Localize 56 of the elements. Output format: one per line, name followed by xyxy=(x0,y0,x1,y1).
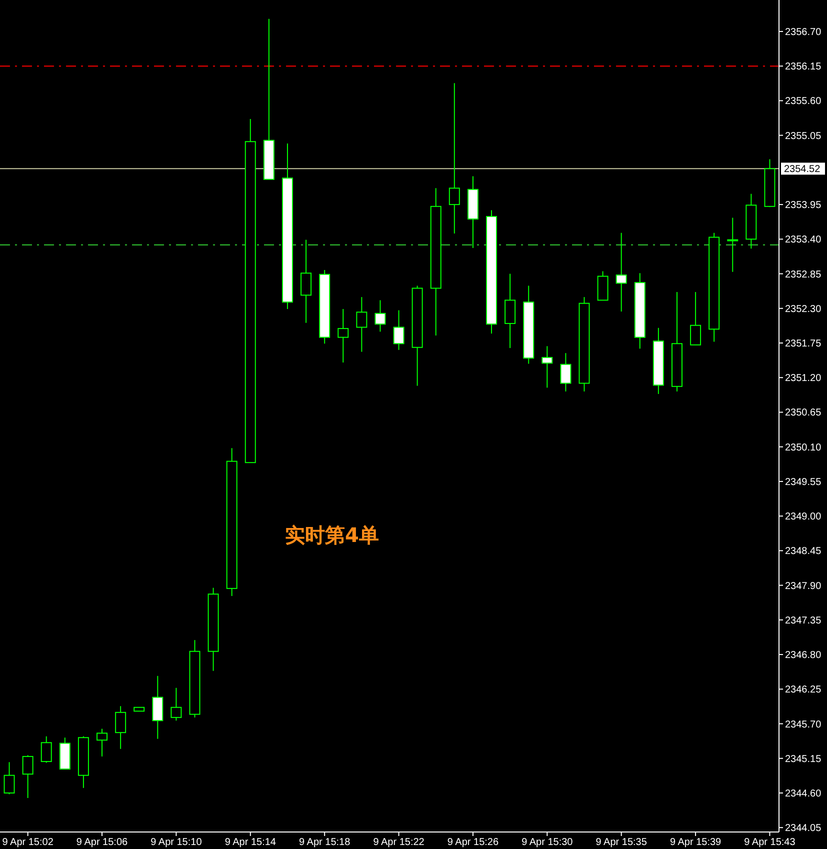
candlestick xyxy=(96,728,108,757)
x-tick-label: 9 Apr 15:35 xyxy=(596,837,648,848)
y-tick-label: 2347.35 xyxy=(785,615,822,626)
y-tick-label: 2355.05 xyxy=(785,130,822,142)
x-tick-label: 9 Apr 15:43 xyxy=(744,837,796,848)
candlestick xyxy=(374,300,386,332)
candlestick xyxy=(690,292,702,346)
y-tick-label: 2344.05 xyxy=(785,823,822,834)
y-tick-label: 2356.70 xyxy=(785,26,822,38)
candlestick xyxy=(4,762,15,795)
x-tick-label: 9 Apr 15:06 xyxy=(76,837,128,848)
candlestick xyxy=(597,270,608,301)
candlestick xyxy=(152,675,164,740)
candlestick xyxy=(727,217,738,272)
y-tick-label: 2349.55 xyxy=(785,476,822,488)
candlestick xyxy=(542,346,553,388)
y-tick-label: 2347.90 xyxy=(785,580,822,592)
x-tick-label: 9 Apr 15:22 xyxy=(373,837,425,848)
candlestick xyxy=(338,308,349,364)
candlestick xyxy=(393,310,404,350)
candlestick xyxy=(22,754,34,799)
y-tick-label: 2344.60 xyxy=(785,788,822,800)
x-tick-label: 9 Apr 15:39 xyxy=(670,837,722,848)
y-tick-label: 2350.10 xyxy=(785,442,822,454)
y-tick-label: 2353.40 xyxy=(785,234,822,246)
candlestick xyxy=(356,296,368,352)
y-tick-label: 2346.80 xyxy=(785,650,822,662)
candlestick xyxy=(115,706,126,750)
x-tick-label: 9 Apr 15:14 xyxy=(224,837,276,848)
y-tick-label: 2356.15 xyxy=(785,62,822,73)
x-tick-label: 9 Apr 15:18 xyxy=(299,837,351,848)
candlestick xyxy=(448,82,460,234)
y-tick-label: 2346.25 xyxy=(785,684,822,696)
candlestick xyxy=(40,736,52,764)
x-tick-label: 9 Apr 15:10 xyxy=(150,837,202,848)
annotation: 实时第4单 xyxy=(285,523,379,547)
candlestick xyxy=(300,239,312,324)
y-tick-label: 2352.30 xyxy=(785,304,822,315)
y-tick-label: 2348.45 xyxy=(785,546,822,558)
x-tick-label: 9 Apr 15:30 xyxy=(522,837,574,848)
y-tick-label: 2352.85 xyxy=(785,269,822,280)
candlestick xyxy=(504,273,516,349)
y-tick-label: 2345.70 xyxy=(785,719,822,730)
candlestick xyxy=(560,352,572,392)
y-tick-label: 2351.75 xyxy=(785,338,822,350)
candlestick xyxy=(616,232,627,312)
y-tick-label: 2351.20 xyxy=(785,373,822,384)
x-tick-label: 9 Apr 15:26 xyxy=(447,837,499,848)
y-tick-label: 2349.00 xyxy=(785,512,822,523)
y-tick-label: 2353.95 xyxy=(785,200,822,212)
x-tick-label: 9 Apr 15:02 xyxy=(2,837,54,848)
y-tick-label: 2345.15 xyxy=(785,754,822,765)
candlestick xyxy=(170,687,182,722)
ref-line-label: 2354.52 xyxy=(784,164,821,176)
y-tick-label: 2350.65 xyxy=(785,408,822,419)
y-tick-label: 2355.60 xyxy=(785,96,822,108)
